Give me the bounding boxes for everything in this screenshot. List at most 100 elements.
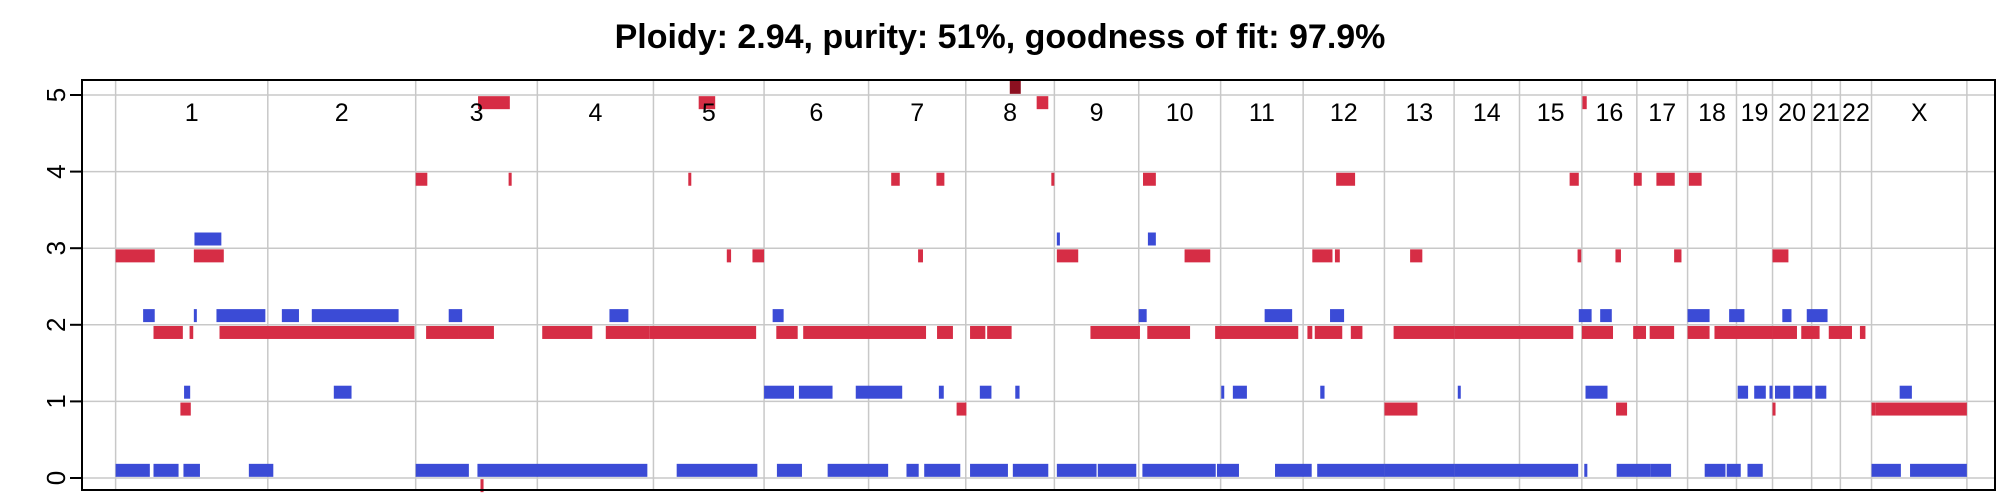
segment-mark [609,309,629,323]
segment-mark [676,463,758,477]
segment-mark [508,172,512,186]
segment-mark [1056,463,1097,477]
chromosome-label: 5 [702,99,716,127]
segment-mark [798,385,833,399]
segment-mark [311,309,399,323]
segment-mark [1334,249,1340,263]
segment-mark [605,325,650,339]
segment-mark [1320,385,1325,399]
y-tick-label: 4 [41,164,71,178]
segment-mark [1350,325,1363,339]
segment-mark [803,325,927,339]
segment-mark [1782,309,1792,323]
segment-mark [1330,309,1345,323]
segment-mark [1056,249,1079,263]
segment-mark [1232,385,1247,399]
segment-mark [1221,385,1225,399]
chromosome-label: 16 [1595,99,1623,127]
segment-mark [1312,249,1333,263]
grid-layer [82,80,1995,490]
segment-mark [1793,385,1813,399]
segment-mark [1704,463,1726,477]
segment-mark [970,325,986,339]
segment-mark [936,172,945,186]
segment-mark [1616,463,1651,477]
segment-mark [1714,325,1773,339]
segment-mark [1051,172,1055,186]
segment-mark [115,249,155,263]
segment-mark [189,325,194,339]
segment-mark [1828,325,1852,339]
segment-mark [1454,463,1520,477]
chromosome-label: 9 [1090,99,1104,127]
segment-mark [1307,325,1313,339]
y-tick-label: 2 [41,318,71,332]
chromosome-label: 18 [1698,99,1726,127]
segment-mark [458,325,494,339]
segment-mark [1410,249,1423,263]
segment-mark [1578,309,1592,323]
chromosome-label: 15 [1537,99,1565,127]
chromosome-label: 10 [1166,99,1194,127]
segment-mark [1009,80,1021,94]
segment-mark [1142,463,1216,477]
segment-mark [180,402,191,416]
chart-title: Ploidy: 2.94, purity: 51%, goodness of f… [614,18,1386,56]
segment-mark [1815,385,1827,399]
segment-layer [115,80,1967,493]
segment-mark [891,172,900,186]
segment-mark [281,309,299,323]
segment-mark [1581,325,1614,339]
segment-mark [1650,463,1672,477]
segment-mark [1097,463,1137,477]
segment-mark [1875,402,1967,416]
segment-mark [1216,463,1239,477]
segment-mark [698,96,716,110]
segment-mark [1336,172,1356,186]
segment-mark [153,325,183,339]
segment-mark [448,309,463,323]
segment-mark [1582,96,1587,110]
chromosome-label: 19 [1741,99,1769,127]
chromosome-label: 3 [470,99,484,127]
segment-mark [1147,232,1156,246]
chromosome-label: 1 [185,99,199,127]
segment-mark [1772,325,1797,339]
segment-mark [1687,309,1710,323]
chromosome-label: 14 [1473,99,1501,127]
segment-mark [183,463,200,477]
segment-mark [1569,172,1579,186]
segment-mark [1457,385,1461,399]
segment-mark [219,325,415,339]
chromosome-label: 7 [910,99,924,127]
y-tick-label: 3 [41,241,71,255]
chromosome-label: 20 [1778,99,1806,127]
segment-mark [855,385,903,399]
segment-mark [1772,249,1789,263]
segment-mark [1871,463,1901,477]
segment-mark [333,385,352,399]
y-tick-label: 1 [41,394,71,408]
segment-mark [193,249,224,263]
segment-mark [1600,309,1612,323]
segment-mark [1275,463,1312,477]
segment-mark [1615,249,1621,263]
plot-frame [81,79,1996,491]
segment-mark [649,325,757,339]
segment-mark [248,463,274,477]
segment-mark [1769,385,1773,399]
segment-mark [1264,309,1293,323]
segment-mark [1015,385,1020,399]
segment-mark [1737,385,1749,399]
segment-mark [1616,402,1628,416]
segment-mark [772,309,784,323]
segment-mark [937,325,953,339]
y-tick-label: 5 [41,88,71,102]
segment-mark [1899,385,1912,399]
segment-mark [1384,402,1418,416]
segment-mark [477,463,648,477]
segment-mark [764,385,795,399]
segment-mark [1754,385,1766,399]
segment-mark [970,463,1008,477]
